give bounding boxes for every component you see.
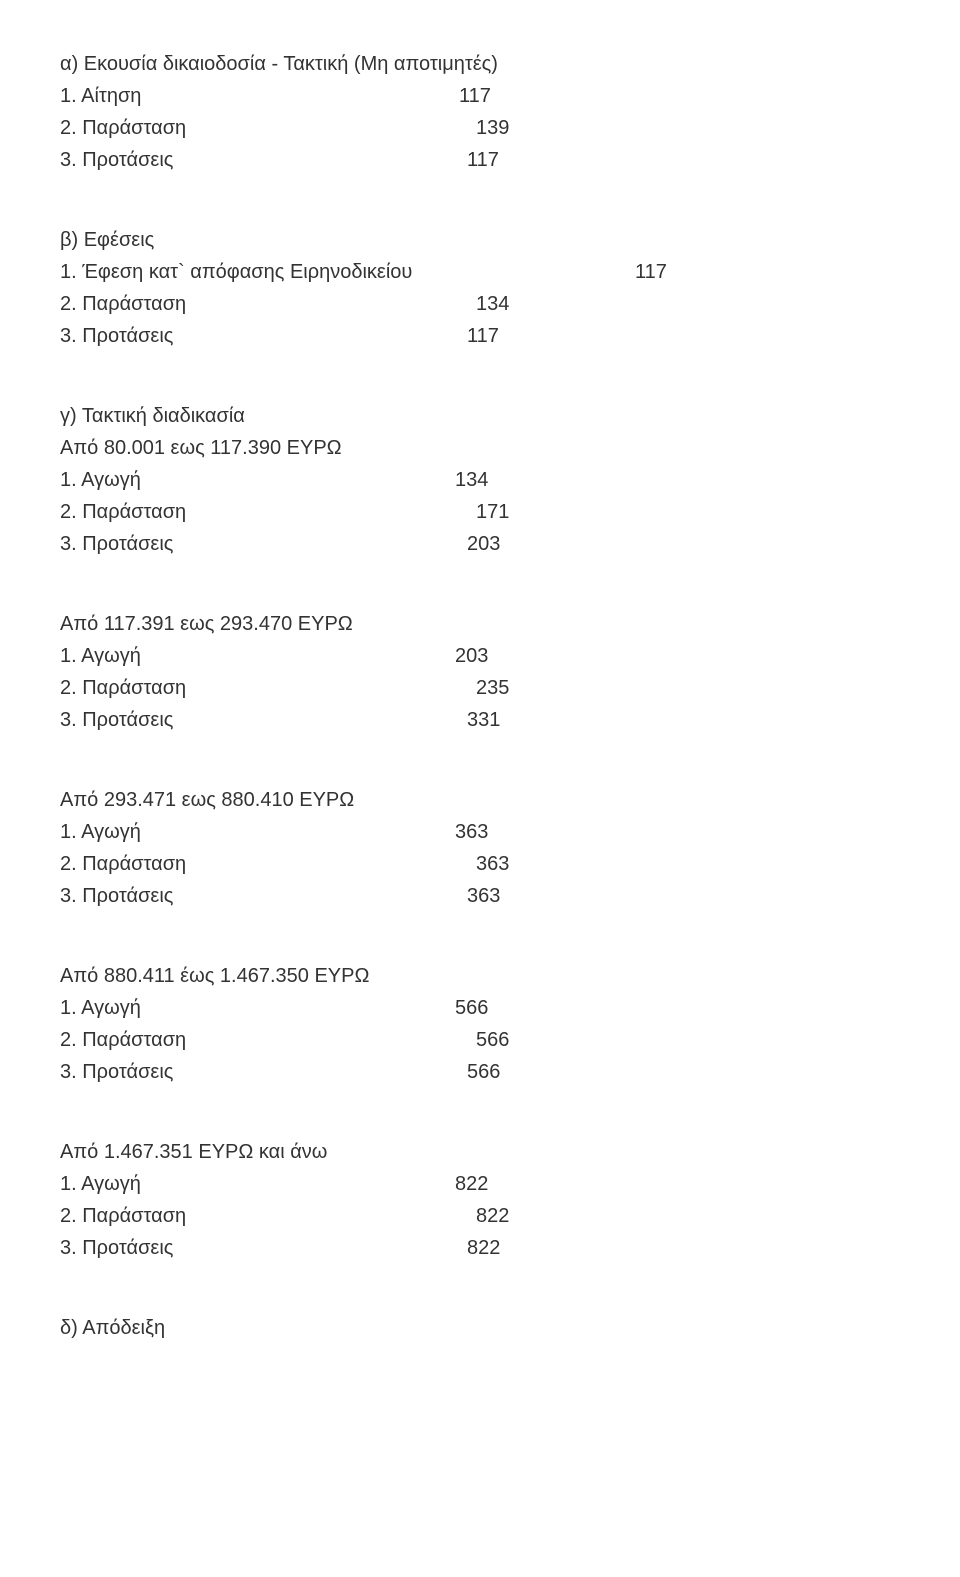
row-label: 2. Παράσταση	[60, 1200, 186, 1232]
row-value: 566	[476, 1024, 509, 1056]
section-b: β) Εφέσεις 1. Έφεση κατ` απόφασης Ειρηνο…	[60, 224, 900, 352]
section-b-row-1: 1. Έφεση κατ` απόφασης Ειρηνοδικείου 117	[60, 256, 900, 288]
row-value: 134	[455, 464, 488, 496]
section-c-range-2: Από 293.471 εως 880.410 ΕΥΡΩ 1. Αγωγή 36…	[60, 784, 900, 912]
section-c-range-4: Από 1.467.351 ΕΥΡΩ και άνω 1. Αγωγή 822 …	[60, 1136, 900, 1264]
table-row: 2. Παράσταση 822	[60, 1200, 900, 1232]
row-label: 3. Προτάσεις	[60, 704, 173, 736]
range-heading: Από 880.411 έως 1.467.350 ΕΥΡΩ	[60, 960, 900, 992]
row-label: 2. Παράσταση	[60, 672, 186, 704]
table-row: 2. Παράσταση 171	[60, 496, 900, 528]
range-heading: Από 1.467.351 ΕΥΡΩ και άνω	[60, 1136, 900, 1168]
section-a-row-1: 1. Αίτηση 117	[60, 80, 900, 112]
row-label: 1. Έφεση κατ` απόφασης Ειρηνοδικείου	[60, 256, 412, 288]
table-row: 2. Παράσταση 566	[60, 1024, 900, 1056]
section-b-row-3: 3. Προτάσεις 117	[60, 320, 900, 352]
row-value: 134	[476, 288, 509, 320]
table-row: 3. Προτάσεις 363	[60, 880, 900, 912]
row-label: 1. Αγωγή	[60, 816, 141, 848]
row-label: 3. Προτάσεις	[60, 1056, 173, 1088]
table-row: 3. Προτάσεις 331	[60, 704, 900, 736]
row-value: 117	[459, 80, 491, 112]
row-label: 2. Παράσταση	[60, 112, 186, 144]
table-row: 3. Προτάσεις 203	[60, 528, 900, 560]
section-a-row-3: 3. Προτάσεις 117	[60, 144, 900, 176]
table-row: 3. Προτάσεις 566	[60, 1056, 900, 1088]
row-value: 566	[467, 1056, 500, 1088]
row-value: 203	[467, 528, 500, 560]
range-heading: Από 293.471 εως 880.410 ΕΥΡΩ	[60, 784, 900, 816]
table-row: 2. Παράσταση 235	[60, 672, 900, 704]
row-value: 363	[467, 880, 500, 912]
row-value: 363	[476, 848, 509, 880]
table-row: 1. Αγωγή 566	[60, 992, 900, 1024]
section-c-range-1: Από 117.391 εως 293.470 ΕΥΡΩ 1. Αγωγή 20…	[60, 608, 900, 736]
row-label: 3. Προτάσεις	[60, 880, 173, 912]
section-b-title: β) Εφέσεις	[60, 224, 900, 256]
section-a-row-2: 2. Παράσταση 139	[60, 112, 900, 144]
row-value: 331	[467, 704, 500, 736]
row-value: 822	[467, 1232, 500, 1264]
row-value: 139	[476, 112, 509, 144]
table-row: 1. Αγωγή 363	[60, 816, 900, 848]
row-value: 363	[455, 816, 488, 848]
row-label: 1. Αγωγή	[60, 640, 141, 672]
section-c-range-3: Από 880.411 έως 1.467.350 ΕΥΡΩ 1. Αγωγή …	[60, 960, 900, 1088]
row-value: 117	[467, 320, 499, 352]
table-row: 3. Προτάσεις 822	[60, 1232, 900, 1264]
row-value: 566	[455, 992, 488, 1024]
range-heading: Από 80.001 εως 117.390 ΕΥΡΩ	[60, 432, 900, 464]
section-a-title: α) Εκουσία δικαιοδοσία - Τακτική (Μη απο…	[60, 48, 900, 80]
section-d: δ) Απόδειξη	[60, 1312, 900, 1344]
table-row: 2. Παράσταση 363	[60, 848, 900, 880]
row-value: 822	[476, 1200, 509, 1232]
document-page: α) Εκουσία δικαιοδοσία - Τακτική (Μη απο…	[0, 0, 960, 1384]
row-value: 171	[476, 496, 509, 528]
row-label: 3. Προτάσεις	[60, 320, 173, 352]
row-label: 2. Παράσταση	[60, 496, 186, 528]
row-value: 235	[476, 672, 509, 704]
row-label: 1. Αγωγή	[60, 1168, 141, 1200]
row-label: 2. Παράσταση	[60, 1024, 186, 1056]
section-a: α) Εκουσία δικαιοδοσία - Τακτική (Μη απο…	[60, 48, 900, 176]
row-value: 822	[455, 1168, 488, 1200]
row-label: 1. Αγωγή	[60, 464, 141, 496]
section-b-row-2: 2. Παράσταση 134	[60, 288, 900, 320]
row-label: 3. Προτάσεις	[60, 144, 173, 176]
row-label: 2. Παράσταση	[60, 288, 186, 320]
row-value: 203	[455, 640, 488, 672]
section-c-range-0: γ) Τακτική διαδικασία Από 80.001 εως 117…	[60, 400, 900, 560]
table-row: 1. Αγωγή 203	[60, 640, 900, 672]
section-d-title: δ) Απόδειξη	[60, 1312, 900, 1344]
table-row: 1. Αγωγή 822	[60, 1168, 900, 1200]
row-value: 117	[467, 144, 499, 176]
range-heading: Από 117.391 εως 293.470 ΕΥΡΩ	[60, 608, 900, 640]
table-row: 1. Αγωγή 134	[60, 464, 900, 496]
row-value: 117	[635, 256, 667, 288]
row-label: 3. Προτάσεις	[60, 528, 173, 560]
row-label: 2. Παράσταση	[60, 848, 186, 880]
row-label: 1. Αίτηση	[60, 80, 141, 112]
row-label: 1. Αγωγή	[60, 992, 141, 1024]
section-c-title: γ) Τακτική διαδικασία	[60, 400, 900, 432]
row-label: 3. Προτάσεις	[60, 1232, 173, 1264]
